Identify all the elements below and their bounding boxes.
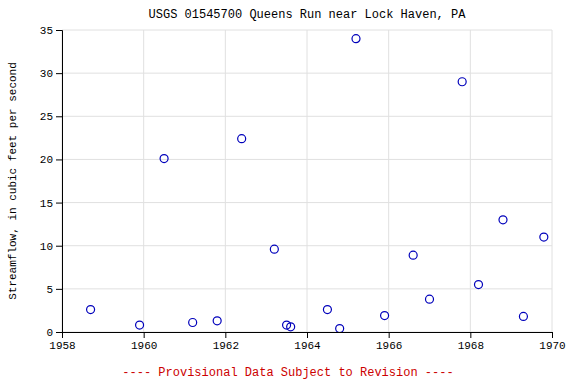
tick-label: 10 xyxy=(40,241,53,253)
tick-mark xyxy=(307,332,308,338)
y-axis-title: Streamflow, in cubic feet per second xyxy=(7,62,19,300)
tick-mark xyxy=(470,332,471,338)
tick-mark xyxy=(389,332,390,338)
point xyxy=(270,245,278,253)
point xyxy=(409,251,417,259)
tick-label: 5 xyxy=(46,284,53,296)
tick: 35 xyxy=(40,25,62,37)
tick-mark xyxy=(56,159,62,160)
tick-mark xyxy=(552,332,553,338)
point xyxy=(160,155,168,163)
tick-label: 20 xyxy=(40,154,53,166)
point xyxy=(458,78,466,86)
tick: 15 xyxy=(40,198,62,210)
grid-line xyxy=(62,73,552,74)
axis-line xyxy=(63,333,553,339)
tick-mark xyxy=(56,203,62,204)
point xyxy=(499,216,507,224)
tick-label: 1964 xyxy=(294,340,321,352)
tick: 1958 xyxy=(49,332,75,352)
tick: 5 xyxy=(46,284,62,296)
grid-line xyxy=(225,30,226,332)
point xyxy=(323,306,331,314)
point xyxy=(352,35,360,43)
grid-line xyxy=(62,30,552,31)
tick-label: 1968 xyxy=(458,340,484,352)
tick: 1964 xyxy=(294,332,321,352)
point xyxy=(136,321,144,329)
point xyxy=(238,135,246,143)
point xyxy=(287,323,295,331)
tick-label: 1960 xyxy=(131,340,157,352)
tick-label: 1958 xyxy=(49,340,75,352)
grid-line xyxy=(62,159,552,160)
tick-mark xyxy=(56,289,62,290)
point xyxy=(189,319,197,327)
tick-mark xyxy=(56,73,62,74)
tick-mark xyxy=(56,246,62,247)
tick-label: 15 xyxy=(40,198,53,210)
tick-mark xyxy=(144,332,145,338)
point xyxy=(475,281,483,289)
axis-line xyxy=(56,31,63,333)
tick-label: 0 xyxy=(46,327,53,339)
grid-line xyxy=(62,202,552,203)
tick-mark xyxy=(56,116,62,117)
grid-line xyxy=(62,245,552,246)
tick-label: 30 xyxy=(40,68,53,80)
tick: 20 xyxy=(40,154,62,166)
point xyxy=(540,233,548,241)
title: USGS 01545700 Queens Run near Lock Haven… xyxy=(149,8,467,22)
grid-line xyxy=(307,30,308,332)
grid-line xyxy=(470,30,471,332)
tick: 0 xyxy=(46,327,62,339)
x-axis: 1958 1960 1962 1964 1966 1968 1970 xyxy=(49,332,565,352)
tick-label: 25 xyxy=(40,111,53,123)
tick: 1960 xyxy=(131,332,157,352)
plot: 1958 1960 1962 1964 1966 1968 1970 0 5 10 15 20 25 30… xyxy=(40,25,566,352)
tick: 10 xyxy=(40,241,62,253)
grid xyxy=(62,30,552,332)
tick: 1966 xyxy=(376,332,402,352)
y-axis: 0 5 10 15 20 25 30 35 xyxy=(40,25,63,339)
tick: 1962 xyxy=(213,332,239,352)
tick-mark xyxy=(56,30,62,31)
tick-mark xyxy=(56,332,62,333)
grid-line xyxy=(62,116,552,117)
point xyxy=(336,325,344,332)
tick-label: 1966 xyxy=(376,340,402,352)
point xyxy=(426,295,434,303)
point xyxy=(213,317,221,325)
point xyxy=(519,312,527,320)
grid-line xyxy=(143,30,144,332)
tick-label: 35 xyxy=(40,25,53,37)
tick-label: 1962 xyxy=(213,340,239,352)
tick-label: 1970 xyxy=(539,340,565,352)
tick: 25 xyxy=(40,111,62,123)
tick: 30 xyxy=(40,68,62,80)
tick: 1968 xyxy=(458,332,484,352)
tick-mark xyxy=(225,332,226,338)
tick: 1970 xyxy=(539,332,565,352)
points xyxy=(87,35,548,332)
grid-line xyxy=(388,30,389,332)
annotation: ---- Provisional Data Subject to Revisio… xyxy=(122,366,453,380)
grid-line xyxy=(552,30,553,332)
point xyxy=(87,306,95,314)
point xyxy=(381,312,389,320)
chart: 1958 1960 1962 1964 1966 1968 1970 0 5 10 15 20 25 30… xyxy=(0,0,576,384)
